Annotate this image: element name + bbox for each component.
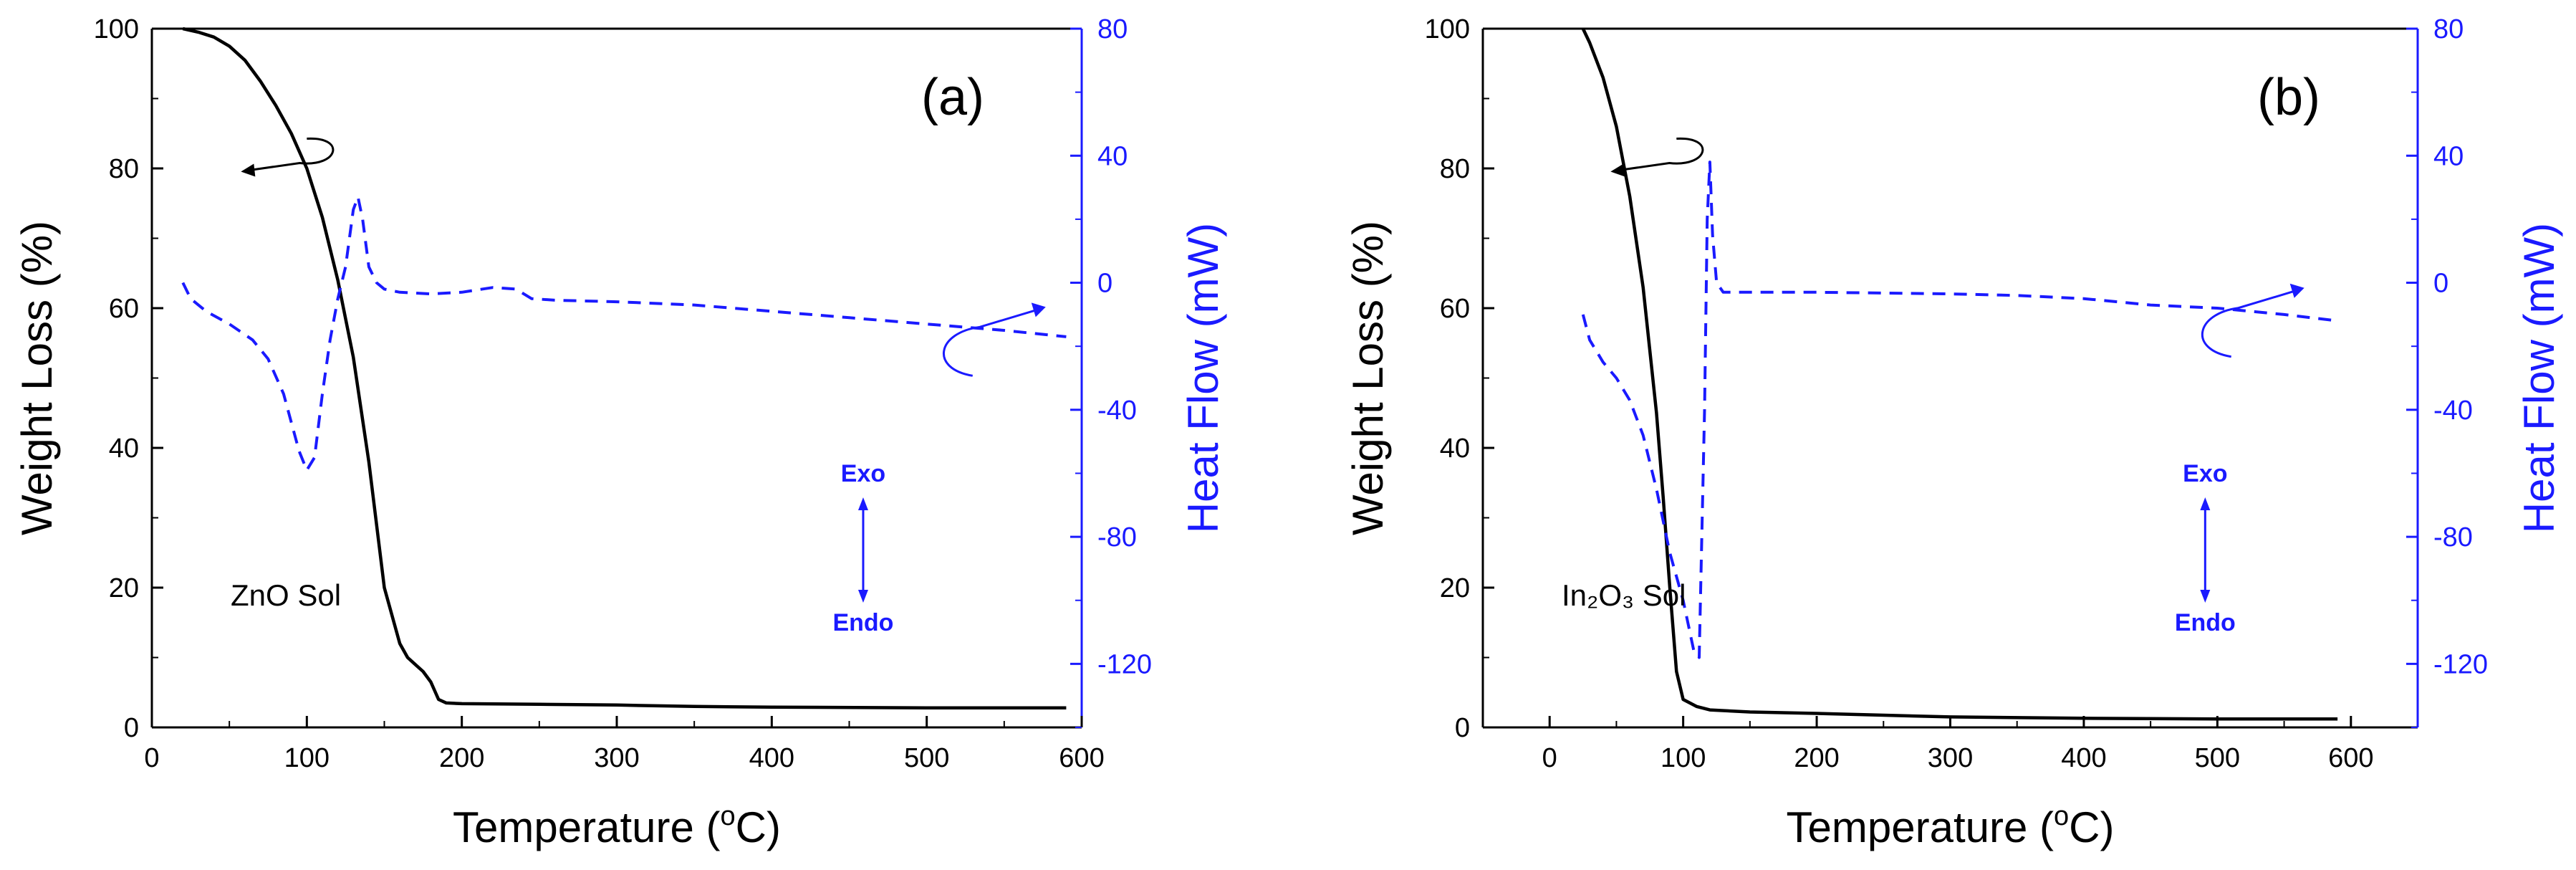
panel-label: (b)	[2257, 69, 2320, 126]
x-tick-label: 600	[1059, 743, 1104, 773]
y-right-tick-label: 0	[1097, 269, 1112, 299]
y-right-tick-label: -40	[2433, 396, 2473, 426]
x-tick-label: 600	[2328, 743, 2373, 773]
y-right-tick-label: 40	[1097, 141, 1128, 171]
heat-flow-line	[1581, 161, 2338, 659]
x-tick-label: 100	[284, 743, 330, 773]
endo-arrow-head	[2200, 590, 2211, 603]
heat-axis-pointer-arrow	[2201, 290, 2297, 358]
endo-label: Endo	[2175, 609, 2236, 636]
x-axis-title: Temperature (oC)	[1787, 801, 2115, 851]
x-tick-label: 400	[2061, 743, 2106, 773]
y-right-tick-label: 80	[1097, 14, 1128, 44]
heat-axis-pointer-head	[2289, 283, 2305, 298]
y-left-tick-label: 80	[1440, 154, 1470, 184]
y-left-tick-label: 60	[1440, 294, 1470, 324]
weight-axis-pointer-head	[241, 163, 256, 177]
x-tick-label: 400	[749, 743, 794, 773]
x-tick-label: 0	[144, 743, 159, 773]
exo-label: Exo	[841, 460, 885, 487]
y-right-tick-label: -80	[2433, 522, 2473, 553]
exo-arrow-head	[2200, 497, 2211, 510]
y-right-tick-label: -40	[1097, 396, 1137, 426]
exo-label: Exo	[2183, 460, 2227, 487]
heat-axis-pointer-head	[1031, 302, 1046, 317]
y-right-tick-label: 40	[2433, 141, 2464, 171]
y-left-tick-label: 60	[109, 294, 139, 324]
y-right-tick-label: 80	[2433, 14, 2464, 44]
weight-axis-pointer-arrow	[1619, 137, 1704, 171]
endo-label: Endo	[832, 609, 893, 636]
heat-axis-pointer-arrow	[943, 308, 1038, 377]
weight-axis-pointer-arrow	[249, 137, 335, 171]
y-left-tick-label: 40	[1440, 434, 1470, 464]
y-right-tick-label: -120	[2433, 649, 2488, 679]
weight-loss-line	[182, 27, 1067, 709]
x-tick-label: 200	[439, 743, 484, 773]
y-left-tick-label: 20	[109, 573, 139, 603]
y-left-tick-label: 80	[109, 154, 139, 184]
y-left-tick-label: 40	[109, 434, 139, 464]
y-right-tick-label: -120	[1097, 649, 1152, 679]
y-left-tick-label: 100	[1425, 14, 1470, 44]
exo-arrow-head	[857, 497, 868, 510]
y-left-axis-title: Weight Loss (%)	[13, 221, 61, 535]
x-tick-label: 0	[1542, 743, 1557, 773]
x-tick-label: 500	[2195, 743, 2240, 773]
y-right-tick-label: 0	[2433, 269, 2448, 299]
heat-flow-line	[181, 195, 1067, 472]
weight-loss-line	[1581, 28, 2338, 721]
panel-label: (a)	[921, 69, 984, 126]
sample-label: ZnO Sol	[231, 578, 341, 612]
chart-panel-a: 0 100 200 300 400 500 600020406080100-120-80-4…	[13, 14, 1227, 851]
y-right-tick-label: -80	[1097, 522, 1137, 553]
y-left-tick-label: 0	[124, 713, 139, 743]
x-tick-label: 500	[904, 743, 949, 773]
x-tick-label: 200	[1794, 743, 1839, 773]
x-axis-title: Temperature (oC)	[453, 801, 781, 851]
x-tick-label: 100	[1661, 743, 1706, 773]
weight-axis-pointer-head	[1610, 163, 1625, 177]
sample-label: In₂O₃ Sol	[1562, 578, 1686, 612]
y-left-tick-label: 100	[94, 14, 139, 44]
y-left-tick-label: 20	[1440, 573, 1470, 603]
y-left-axis-title: Weight Loss (%)	[1344, 221, 1392, 535]
x-tick-label: 300	[594, 743, 639, 773]
y-right-axis-title: Heat Flow (mW)	[2515, 223, 2563, 533]
chart-panel-b: 0 100 200 300 400 500 600020406080100-120-80-4…	[1344, 14, 2563, 851]
x-tick-label: 300	[1928, 743, 1973, 773]
y-right-axis-title: Heat Flow (mW)	[1179, 223, 1227, 533]
endo-arrow-head	[857, 590, 868, 603]
y-left-tick-label: 0	[1455, 713, 1470, 743]
